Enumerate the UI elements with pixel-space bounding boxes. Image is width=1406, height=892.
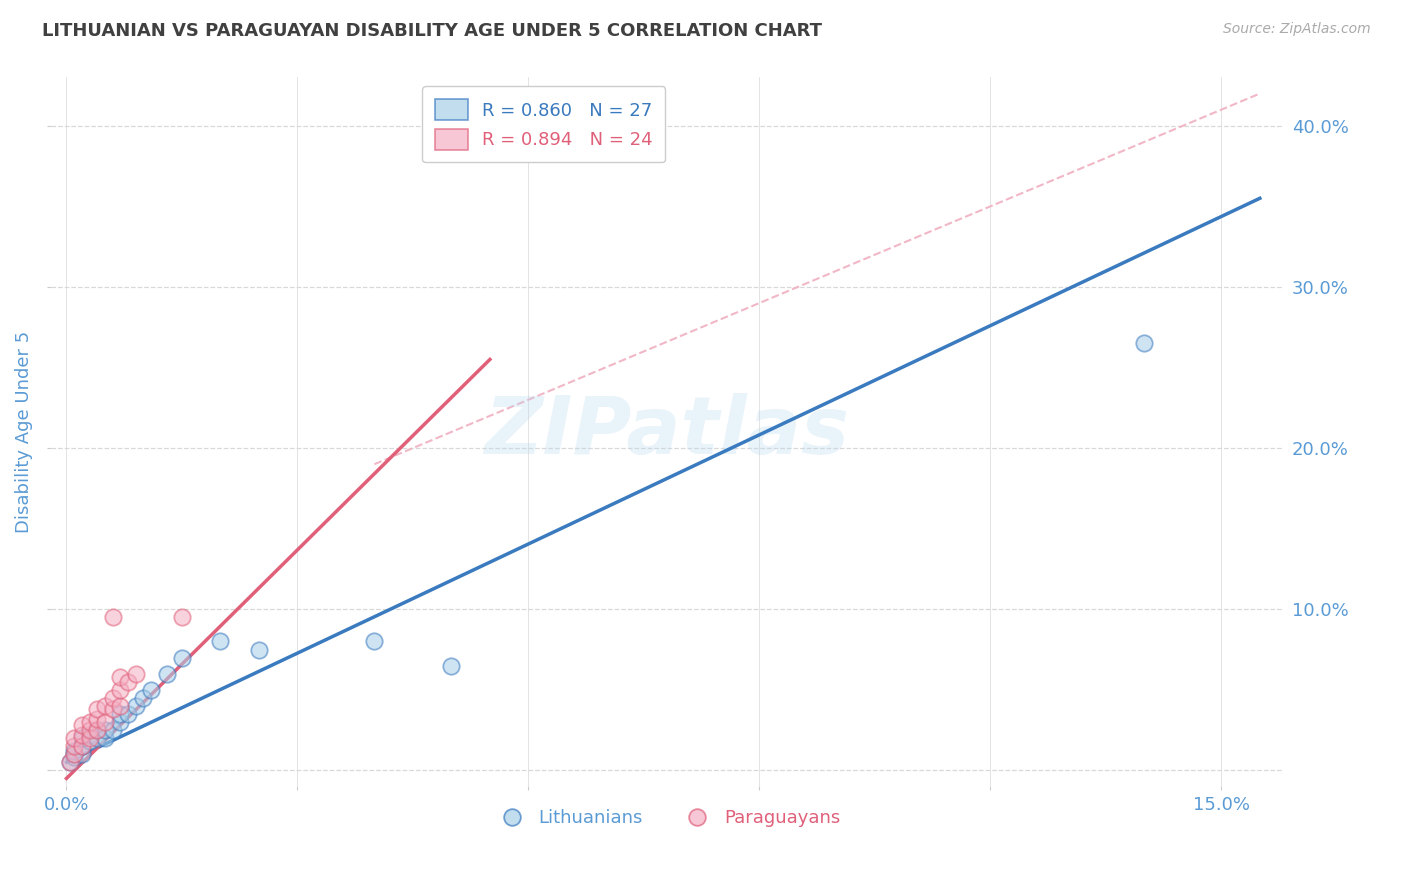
- Point: [70, 728, 93, 742]
- Point: [125, 698, 148, 713]
- Point: [101, 723, 124, 737]
- Y-axis label: Disability Age Under 5: Disability Age Under 5: [15, 331, 32, 533]
- Point: [1133, 336, 1156, 351]
- Point: [170, 610, 193, 624]
- Point: [247, 642, 270, 657]
- Point: [170, 650, 193, 665]
- Point: [155, 666, 177, 681]
- Text: ZIPatlas: ZIPatlas: [485, 393, 849, 471]
- Point: [86, 712, 108, 726]
- Point: [79, 714, 101, 729]
- Point: [63, 731, 86, 746]
- Point: [70, 739, 93, 754]
- Point: [59, 756, 82, 770]
- Point: [132, 690, 155, 705]
- Point: [101, 610, 124, 624]
- Point: [79, 728, 101, 742]
- Point: [70, 739, 93, 754]
- Text: LITHUANIAN VS PARAGUAYAN DISABILITY AGE UNDER 5 CORRELATION CHART: LITHUANIAN VS PARAGUAYAN DISABILITY AGE …: [42, 22, 823, 40]
- Point: [110, 698, 132, 713]
- Point: [94, 731, 117, 746]
- Point: [70, 747, 93, 762]
- Point: [63, 744, 86, 758]
- Point: [117, 674, 139, 689]
- Point: [94, 698, 117, 713]
- Point: [110, 706, 132, 721]
- Point: [86, 702, 108, 716]
- Point: [79, 734, 101, 748]
- Point: [363, 634, 385, 648]
- Point: [139, 682, 162, 697]
- Point: [63, 739, 86, 754]
- Point: [117, 706, 139, 721]
- Point: [79, 731, 101, 746]
- Point: [110, 682, 132, 697]
- Point: [110, 714, 132, 729]
- Point: [110, 670, 132, 684]
- Point: [63, 750, 86, 764]
- Point: [59, 756, 82, 770]
- Point: [125, 666, 148, 681]
- Point: [86, 723, 108, 737]
- Point: [94, 714, 117, 729]
- Point: [209, 634, 232, 648]
- Point: [101, 702, 124, 716]
- Point: [86, 723, 108, 737]
- Point: [63, 747, 86, 762]
- Legend: Lithuanians, Paraguayans: Lithuanians, Paraguayans: [486, 802, 848, 834]
- Point: [440, 658, 463, 673]
- Point: [86, 731, 108, 746]
- Point: [101, 690, 124, 705]
- Point: [70, 731, 93, 746]
- Point: [70, 718, 93, 732]
- Point: [63, 747, 86, 762]
- Point: [79, 723, 101, 737]
- Point: [94, 723, 117, 737]
- Text: Source: ZipAtlas.com: Source: ZipAtlas.com: [1223, 22, 1371, 37]
